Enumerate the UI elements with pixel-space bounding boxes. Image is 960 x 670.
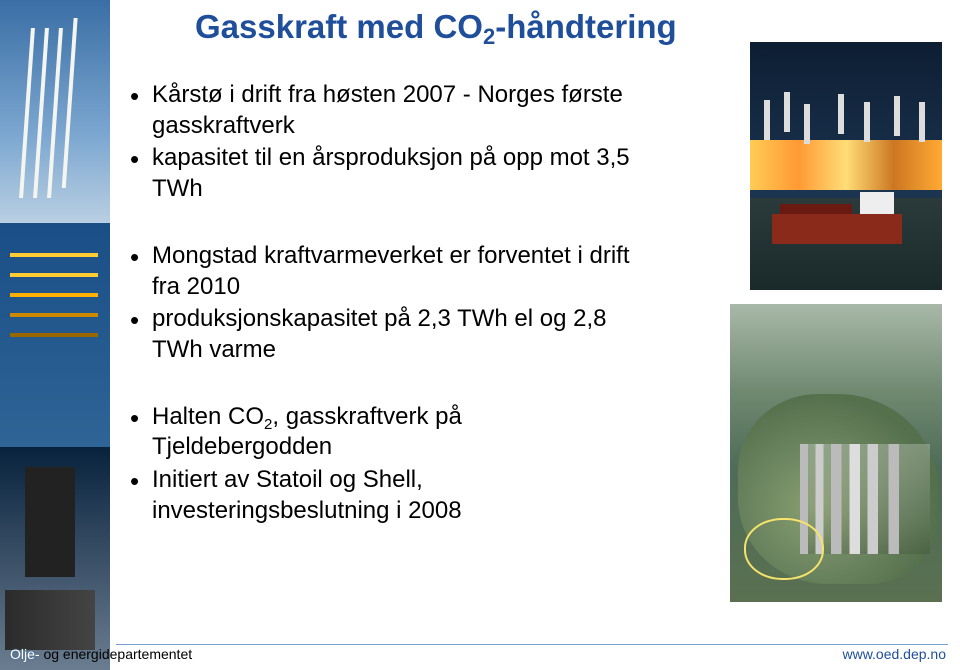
img-plant-lights [750, 100, 942, 200]
footer-url: www.oed.dep.no [842, 646, 946, 662]
bullet-1: Kårstø i drift fra høsten 2007 - Norges … [130, 80, 645, 141]
left-image-pipeline [0, 223, 110, 446]
title-text-post: -håndtering [495, 8, 676, 45]
bullet-4: produksjonskapasitet på 2,3 TWh el og 2,… [130, 304, 645, 365]
footer-department: Olje- og energidepartementet [10, 646, 192, 662]
footer: Olje- og energidepartementet www.oed.dep… [0, 644, 960, 664]
bullet-6: Initiert av Statoil og Shell, investerin… [130, 465, 645, 526]
left-image-platform [0, 447, 110, 670]
left-photo-strip [0, 0, 110, 670]
slide: Gasskraft med CO2-håndtering Kårstø i dr… [0, 0, 960, 670]
bullet-2: kapasitet til en årsproduksjon på opp mo… [130, 143, 645, 204]
gap [130, 368, 645, 402]
title-subscript: 2 [483, 24, 495, 49]
image-karsto-night [750, 42, 942, 290]
bullet-3: Mongstad kraftvarmeverket er forventet i… [130, 241, 645, 302]
footer-dept-rest: og energidepartementet [40, 646, 193, 662]
left-image-wind [0, 0, 110, 223]
bullet-5: Halten CO2, gasskraftverk på Tjeldebergo… [130, 402, 645, 463]
gap [130, 207, 645, 241]
slide-title: Gasskraft med CO2-håndtering [195, 8, 677, 46]
bullet-5-sub: 2 [264, 416, 272, 433]
bullet-list: Kårstø i drift fra høsten 2007 - Norges … [130, 80, 645, 529]
img-tanker [772, 214, 902, 244]
bullet-5-pre: Halten CO [152, 403, 264, 430]
img-highlight-circle [744, 518, 824, 580]
footer-dept-white: Olje- [10, 646, 40, 662]
footer-divider [116, 644, 948, 645]
title-text-pre: Gasskraft med CO [195, 8, 483, 45]
image-aerial-facility [730, 304, 942, 602]
